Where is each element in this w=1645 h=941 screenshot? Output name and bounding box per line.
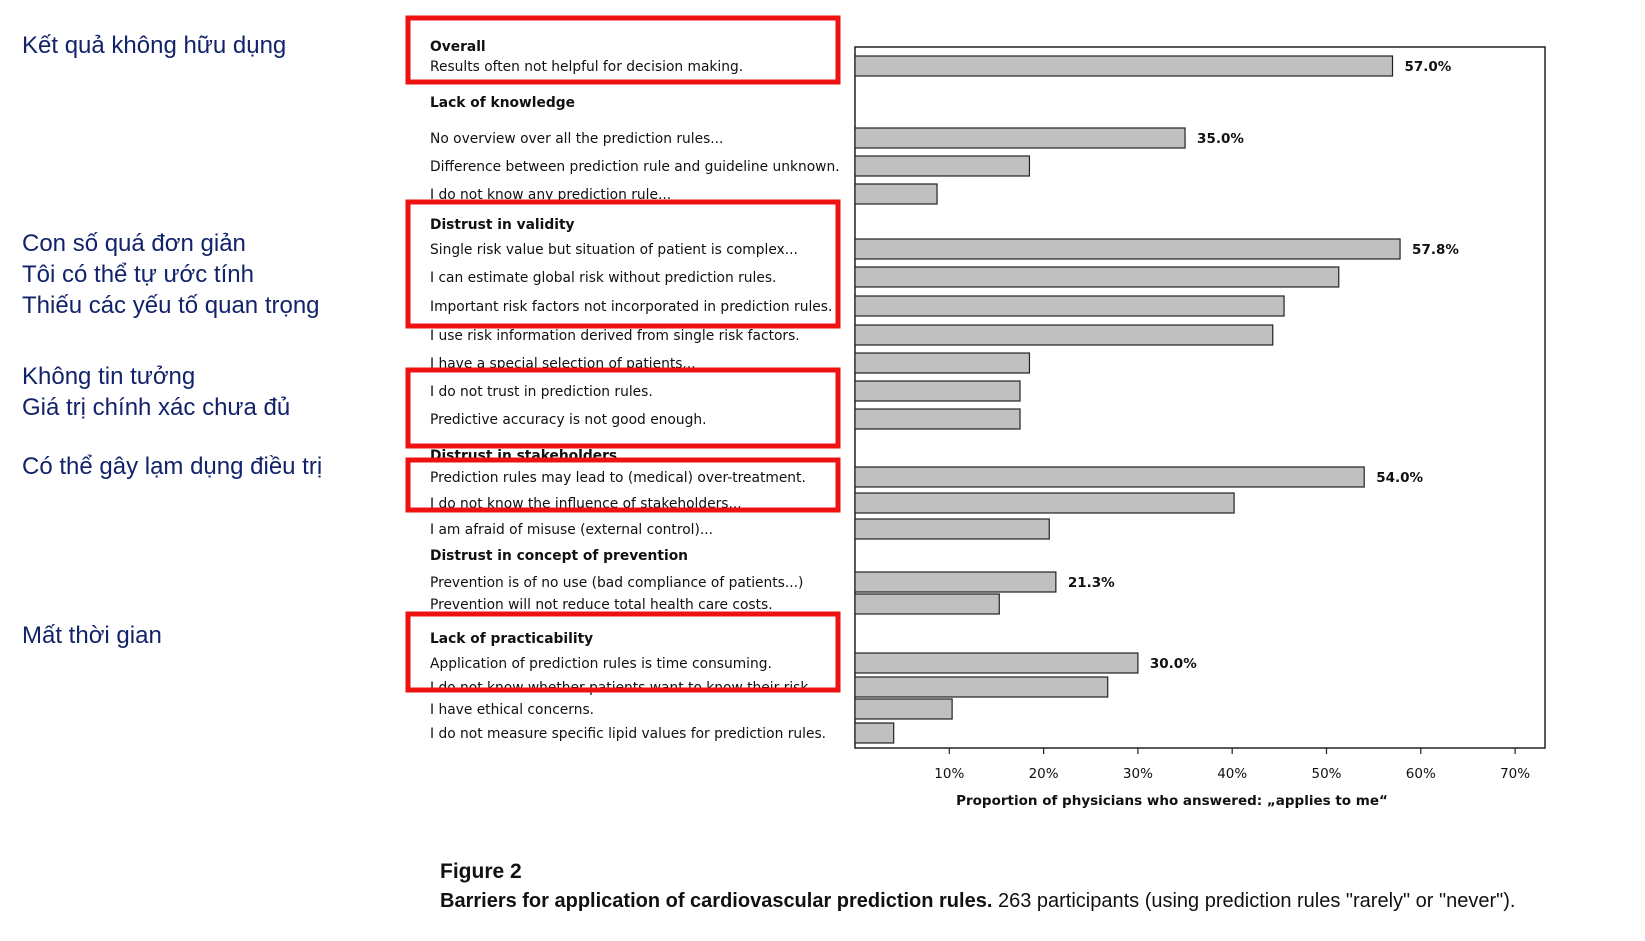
bar: [854, 571, 1057, 593]
x-tick-label: 20%: [1029, 766, 1059, 782]
bar: [854, 155, 1031, 177]
annotation-line: Con số quá đơn giản: [22, 230, 246, 257]
annotation-line: Thiếu các yếu tố quan trọng: [22, 292, 320, 319]
figure-caption: Barriers for application of cardiovascul…: [440, 890, 1515, 913]
bar: [854, 408, 1021, 430]
bar: [854, 722, 895, 744]
caption-title: Barriers for application of cardiovascul…: [440, 890, 993, 912]
row-label: Important risk factors not incorporated …: [430, 299, 832, 315]
row-label: Prevention will not reduce total health …: [430, 597, 773, 613]
row-label: I do not trust in prediction rules.: [430, 384, 653, 400]
row-label: Prevention is of no use (bad compliance …: [430, 575, 803, 591]
data-label: 54.0%: [1376, 470, 1423, 486]
caption-text: 263 participants (using prediction rules…: [992, 890, 1516, 912]
highlight-box: [405, 457, 841, 513]
annotation-line: Kết quả không hữu dụng: [22, 32, 287, 59]
row-label: I can estimate global risk without predi…: [430, 270, 776, 286]
annotation-line: Giá trị chính xác chưa đủ: [22, 394, 291, 421]
group-heading: Overall: [430, 39, 486, 55]
highlight-boxes: [405, 15, 841, 693]
bar: [854, 324, 1274, 346]
bar: [854, 295, 1285, 317]
annotation-note: Mất thời gian: [22, 620, 162, 651]
row-label: I do not measure specific lipid values f…: [430, 726, 826, 742]
group-heading: Lack of practicability: [430, 631, 593, 647]
bar: [854, 518, 1050, 540]
annotation-line: Không tin tưởng: [22, 363, 196, 390]
x-tick-label: 30%: [1123, 766, 1153, 782]
annotation-line: Mất thời gian: [22, 622, 162, 649]
highlight-box: [405, 611, 841, 693]
bar: [854, 676, 1109, 698]
x-tick-label: 60%: [1406, 766, 1436, 782]
row-labels: Overall Results often not helpful for dec…: [430, 39, 840, 742]
x-axis-label: Proportion of physicians who answered: „…: [956, 793, 1388, 809]
x-tick-label: 40%: [1217, 766, 1247, 782]
data-label: 35.0%: [1197, 131, 1244, 147]
x-tick-label: 10%: [934, 766, 964, 782]
group-heading: Lack of knowledge: [430, 95, 575, 111]
bar: [854, 466, 1365, 488]
annotation-line: Tôi có thể tự ước tính: [22, 261, 254, 288]
highlight-box: [405, 367, 841, 449]
bar: [854, 266, 1340, 288]
bar: [854, 652, 1139, 674]
annotation-note: Không tin tưởng Giá trị chính xác chưa đủ: [22, 361, 290, 423]
data-label: 57.0%: [1405, 59, 1452, 75]
bar: [854, 492, 1235, 514]
row-label: Single risk value but situation of patie…: [430, 242, 798, 258]
data-label: 57.8%: [1412, 242, 1459, 258]
annotation-line: Có thể gây lạm dụng điều trị: [22, 453, 323, 480]
bar: [854, 593, 1000, 615]
row-label: I am afraid of misuse (external control)…: [430, 522, 713, 538]
row-label: I have ethical concerns.: [430, 702, 594, 718]
chart-bars: 57.0% 35.0% 57.8% 54.0% 21.3% 30.0%: [854, 55, 1459, 744]
annotation-note: Con số quá đơn giản Tôi có thể tự ước tín…: [22, 228, 320, 321]
row-label: Prediction rules may lead to (medical) o…: [430, 470, 806, 486]
x-tick-label: 50%: [1311, 766, 1341, 782]
figure-label: Figure 2: [440, 860, 522, 883]
highlight-box: [405, 199, 841, 329]
row-label: Difference between prediction rule and g…: [430, 159, 840, 175]
bar: [854, 55, 1394, 77]
bar: [854, 183, 938, 205]
highlight-box: [405, 15, 841, 85]
row-label: No overview over all the prediction rule…: [430, 131, 723, 147]
bar: [854, 380, 1021, 402]
row-label: Results often not helpful for decision m…: [430, 59, 743, 75]
bar: [854, 127, 1186, 149]
bar: [854, 698, 953, 720]
data-label: 30.0%: [1150, 656, 1197, 672]
data-label: 21.3%: [1068, 575, 1115, 591]
group-heading: Distrust in concept of prevention: [430, 548, 688, 564]
row-label: Application of prediction rules is time …: [430, 656, 772, 672]
row-label: I use risk information derived from sing…: [430, 328, 800, 344]
bar: [854, 238, 1401, 260]
annotation-note: Có thể gây lạm dụng điều trị: [22, 451, 322, 482]
group-heading: Distrust in validity: [430, 217, 575, 233]
row-label: I do not know any prediction rule...: [430, 187, 671, 203]
row-label: Predictive accuracy is not good enough.: [430, 412, 707, 428]
bar: [854, 352, 1031, 374]
annotation-note: Kết quả không hữu dụng: [22, 30, 286, 61]
x-tick-label: 70%: [1500, 766, 1530, 782]
